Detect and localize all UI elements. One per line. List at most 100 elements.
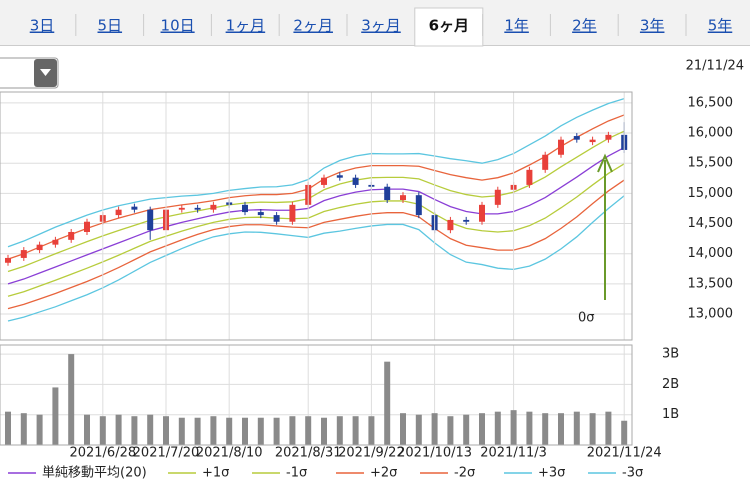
- volume-bar: [431, 413, 438, 445]
- price-frame: [0, 91, 633, 341]
- volume-bar: [163, 416, 169, 445]
- candle-body: [84, 221, 90, 232]
- tab[interactable]: 3ヶ月: [361, 17, 401, 35]
- candle-body: [20, 250, 27, 258]
- candle-body: [242, 204, 248, 213]
- x-tick-label: 2021/11/24: [587, 446, 662, 461]
- y-tick-label: 3B: [662, 347, 679, 362]
- x-tick-label: 2021/8/31: [275, 446, 342, 461]
- volume-bar: [99, 416, 106, 445]
- active-tab[interactable]: [414, 7, 484, 47]
- candle-body: [68, 231, 75, 240]
- tab[interactable]: 3年: [640, 17, 665, 35]
- volume-bar: [542, 413, 549, 445]
- volume-bar: [494, 411, 501, 445]
- band-line: [7, 130, 625, 273]
- volume-bar: [621, 420, 628, 445]
- candle-body: [52, 239, 59, 245]
- tab[interactable]: 10日: [161, 17, 195, 35]
- candle-body: [194, 207, 201, 210]
- x-tick-label: 2021/6/28: [69, 446, 136, 461]
- volume-bar: [131, 416, 138, 445]
- tab[interactable]: 1ヶ月: [226, 17, 266, 35]
- candle-body: [352, 177, 359, 185]
- candle-body: [400, 195, 406, 201]
- tab-bar: [0, 0, 750, 46]
- candle-body: [178, 207, 185, 210]
- y-tick-label: 14,000: [688, 246, 734, 261]
- tab[interactable]: 1年: [504, 17, 529, 35]
- volume-bar: [352, 416, 359, 445]
- volume-bar: [589, 413, 596, 445]
- candle-body: [115, 209, 122, 216]
- tab[interactable]: 5日: [98, 17, 123, 35]
- volume-bar: [194, 417, 201, 445]
- volume-bar: [368, 416, 375, 445]
- candle-body: [5, 257, 11, 263]
- candle-body: [479, 204, 485, 222]
- volume-bar: [273, 417, 280, 445]
- volume-bar: [84, 414, 90, 445]
- annotation: 0σ: [578, 311, 595, 326]
- volume-bar: [36, 414, 43, 445]
- y-tick-label: 16,500: [688, 95, 734, 110]
- band-line: [7, 98, 625, 248]
- legend-label: 単純移動平均(20): [42, 465, 147, 481]
- candle-body: [131, 206, 138, 210]
- candle-body: [257, 212, 264, 216]
- volume-bar: [226, 417, 233, 445]
- candle-body: [384, 186, 391, 201]
- volume-bar: [447, 416, 454, 445]
- candle-body: [336, 175, 343, 178]
- tab[interactable]: 6ヶ月: [429, 17, 469, 35]
- volume-bar: [510, 410, 517, 445]
- legend-label: -2σ: [454, 466, 475, 481]
- volume-bar: [242, 417, 248, 445]
- tab[interactable]: 2年: [572, 17, 597, 35]
- volume-bar: [384, 361, 391, 445]
- band-line: [7, 179, 625, 310]
- x-tick-label: 2021/10/13: [397, 446, 472, 461]
- volume-bar: [289, 416, 296, 445]
- annotation-arrowhead: [597, 153, 613, 173]
- volume-bar: [210, 416, 217, 445]
- y-tick-label: 13,000: [688, 307, 734, 322]
- x-tick-label: 2021/9/22: [338, 446, 405, 461]
- candle-body: [36, 244, 43, 251]
- tab[interactable]: 5年: [708, 17, 733, 35]
- candle-body: [526, 169, 533, 185]
- legend-label: +1σ: [202, 466, 229, 481]
- candle-body: [494, 189, 501, 205]
- band-line: [7, 195, 625, 322]
- volume-bar: [526, 411, 533, 445]
- tab[interactable]: 2ヶ月: [293, 17, 333, 35]
- volume-bar: [115, 414, 122, 445]
- volume-bar: [400, 413, 406, 445]
- date: 21/11/24: [686, 59, 744, 74]
- volume-bar: [558, 413, 564, 445]
- y-tick-label: 16,000: [688, 126, 734, 141]
- y-tick-label: 2B: [662, 377, 679, 392]
- legend-label: -3σ: [622, 466, 643, 481]
- y-tick-label: 1B: [662, 407, 679, 422]
- legend-label: +2σ: [370, 466, 397, 481]
- y-tick-label: 13,500: [688, 276, 734, 291]
- tab[interactable]: 3日: [30, 17, 55, 35]
- volume-bar: [479, 413, 485, 445]
- volume-bar: [415, 414, 422, 445]
- volume-bar: [305, 416, 312, 445]
- dropdown-arrow: [40, 69, 51, 76]
- candle-body: [273, 215, 280, 222]
- volume-bar: [52, 387, 59, 445]
- legend-label: +3σ: [538, 466, 565, 481]
- y-tick-label: 15,500: [688, 156, 734, 171]
- volume-bar: [68, 354, 75, 445]
- candle-body: [210, 204, 217, 210]
- candle-body: [573, 136, 580, 140]
- candle-body: [463, 219, 470, 222]
- candle-body: [147, 209, 154, 231]
- volume-bar: [463, 414, 470, 445]
- candle-body: [321, 177, 327, 185]
